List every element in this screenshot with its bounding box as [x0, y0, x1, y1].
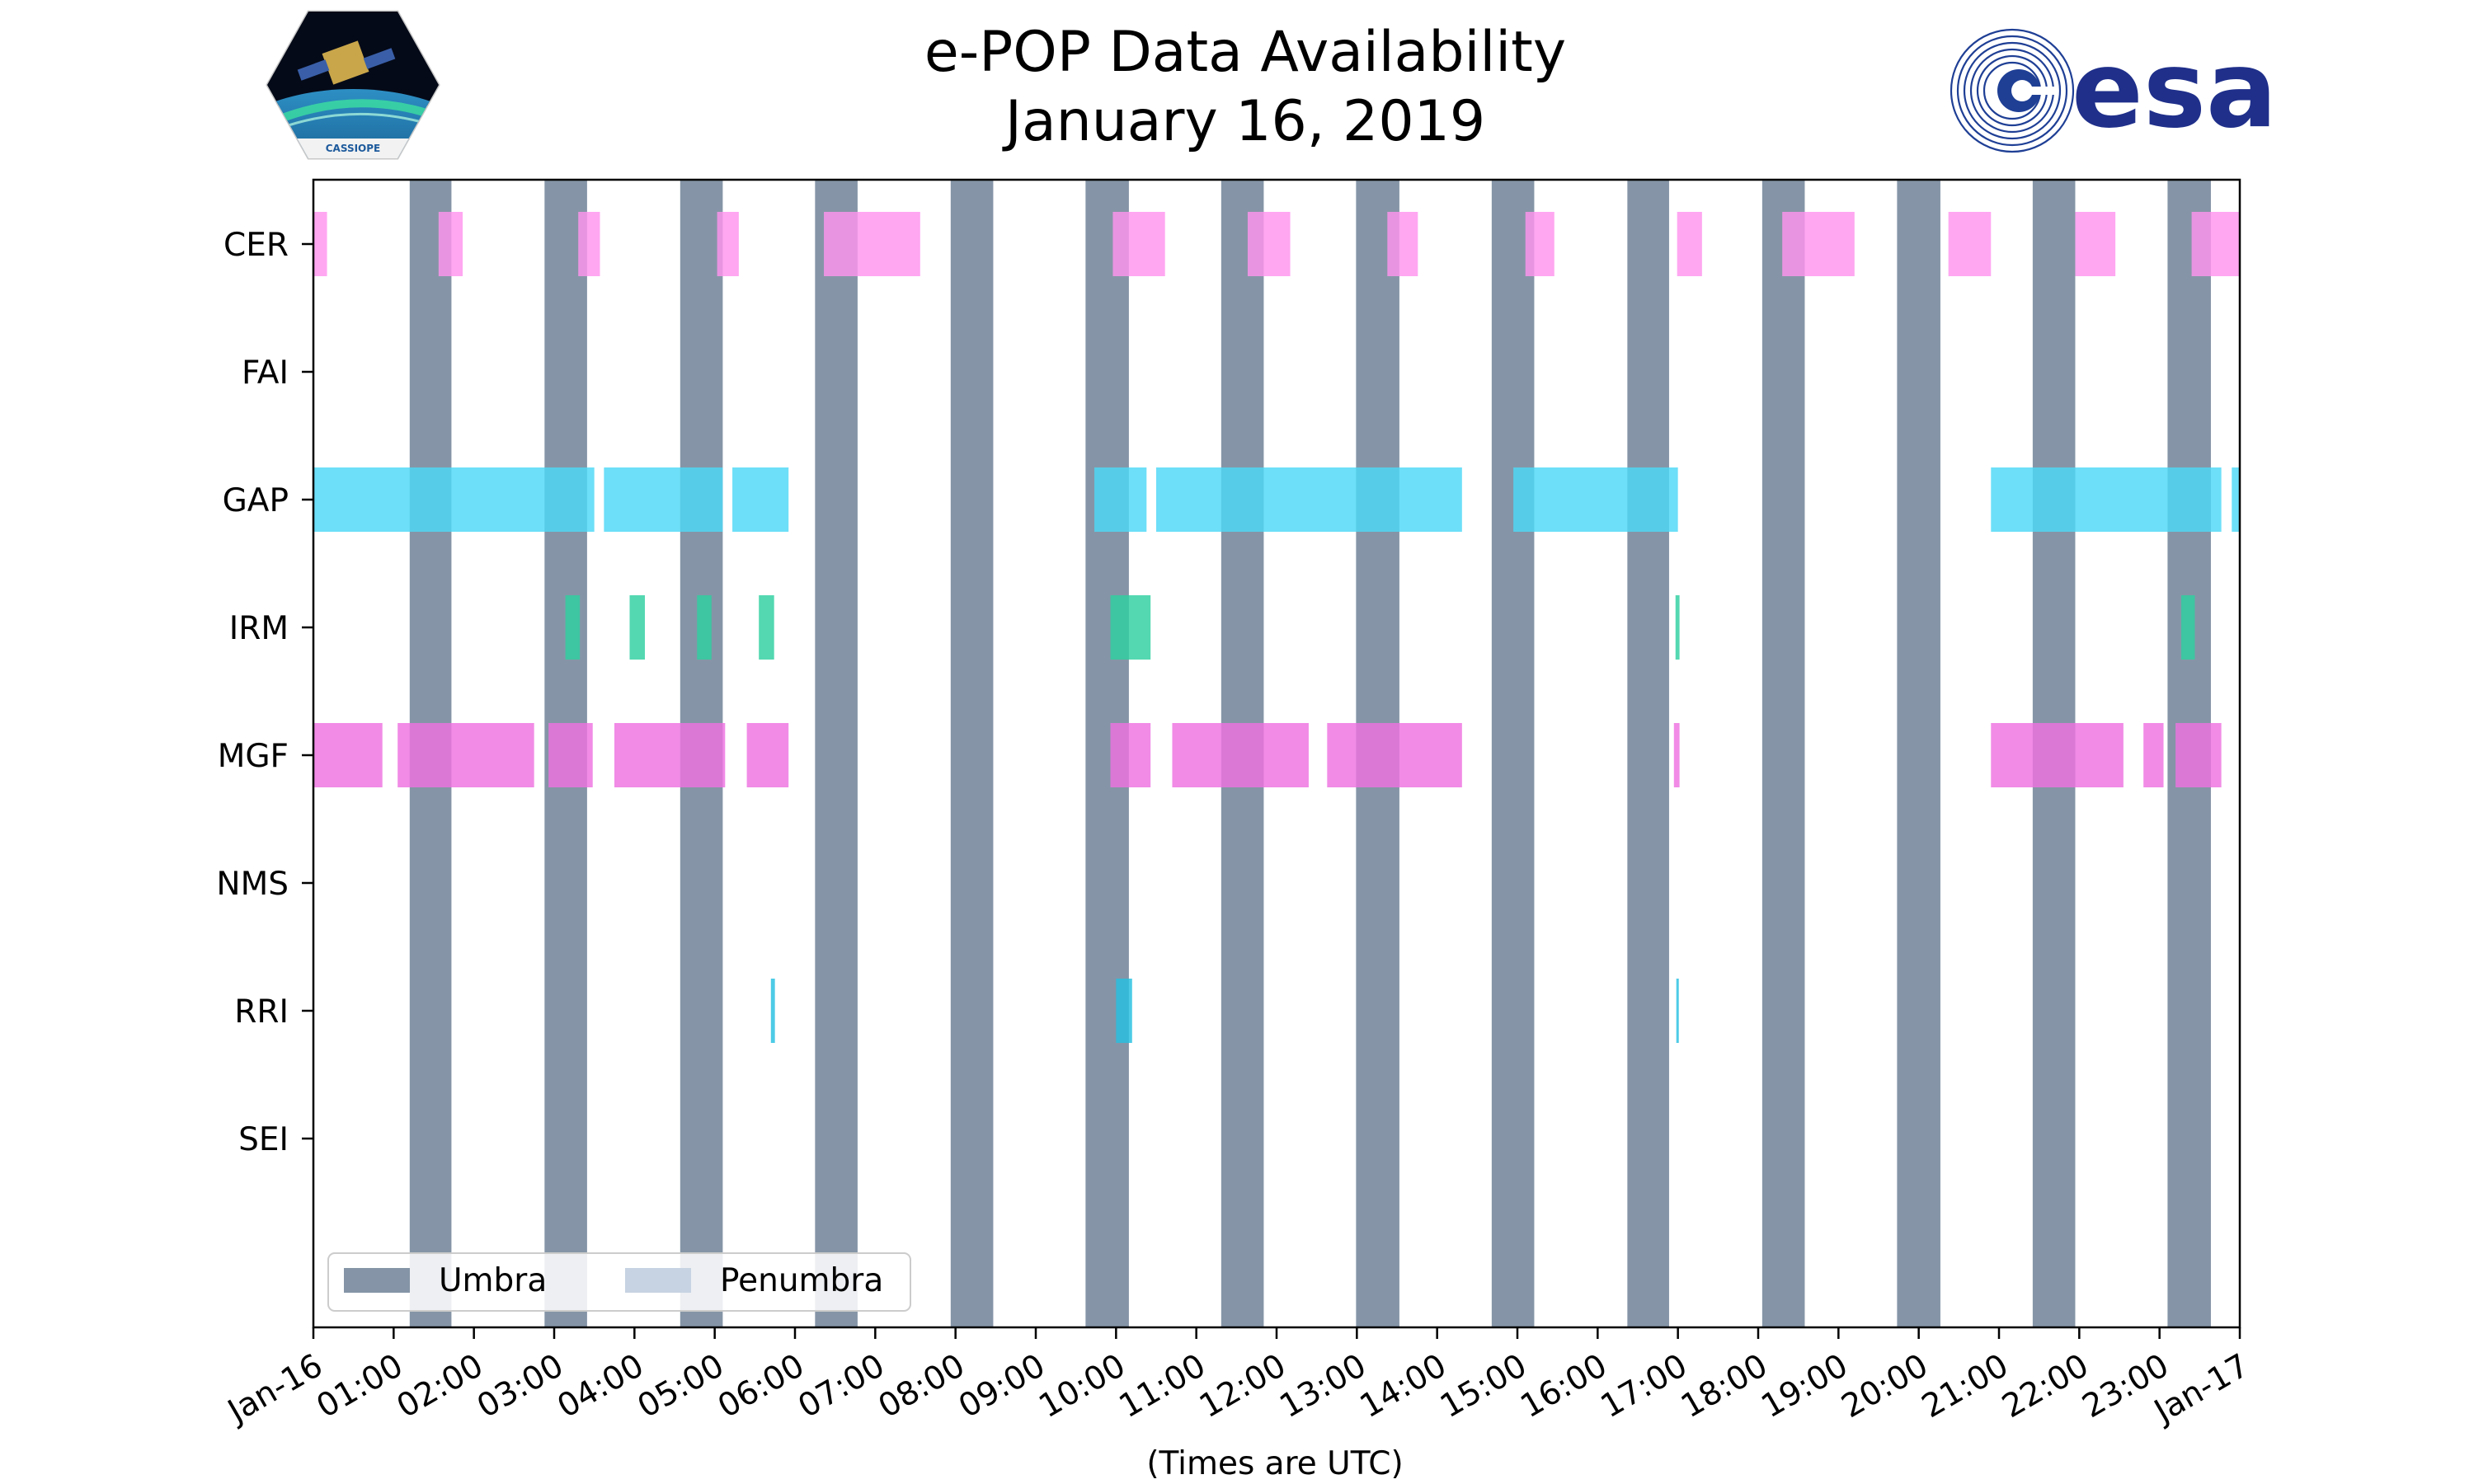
x-tick-label: 21:00 — [1916, 1347, 2015, 1425]
availability-bar-cer — [1948, 212, 1992, 276]
availability-bar-mgf — [614, 723, 726, 787]
x-tick-label: 01:00 — [310, 1347, 409, 1425]
availability-bar-mgf — [1991, 723, 2124, 787]
availability-bar-mgf — [397, 723, 534, 787]
x-tick-label: 08:00 — [872, 1347, 971, 1425]
x-tick-label: 17:00 — [1595, 1347, 1694, 1425]
umbra-band — [1897, 180, 1940, 1327]
x-tick-label: 06:00 — [712, 1347, 811, 1425]
availability-bar-cer — [717, 212, 739, 276]
x-tick-label: 13:00 — [1273, 1347, 1372, 1425]
availability-bar-gap — [1513, 467, 1678, 532]
availability-bar-cer — [578, 212, 600, 276]
availability-bar-irm — [2180, 595, 2195, 660]
x-tick-label: 15:00 — [1434, 1347, 1533, 1425]
availability-bar-mgf — [313, 723, 383, 787]
x-tick-label: Jan-16 — [220, 1347, 329, 1431]
y-tick-label: IRM — [229, 610, 289, 647]
umbra-band — [1491, 180, 1535, 1327]
availability-bar-mgf — [2143, 723, 2164, 787]
umbra-bands — [409, 180, 2211, 1327]
legend-box — [327, 1252, 911, 1312]
x-tick-label: 04:00 — [551, 1347, 650, 1425]
chart-title-line1: e-POP Data Availability — [924, 20, 1566, 85]
availability-bar-irm — [1110, 595, 1151, 660]
x-tick-label: 10:00 — [1032, 1347, 1131, 1425]
x-tick-label: 07:00 — [792, 1347, 891, 1425]
y-tick-label: SEI — [238, 1121, 289, 1158]
umbra-band — [1761, 180, 1805, 1327]
x-tick-label: 09:00 — [952, 1347, 1051, 1425]
esa-logo: esa — [1946, 21, 2301, 161]
y-tick-label: MGF — [218, 738, 289, 775]
x-axis: Jan-1601:0002:0003:0004:0005:0006:0007:0… — [220, 1327, 2255, 1431]
availability-bar-irm — [565, 595, 581, 660]
availability-bar-mgf — [1110, 723, 1151, 787]
availability-bar-mgf — [1172, 723, 1309, 787]
x-tick-label: 22:00 — [1996, 1347, 2095, 1425]
umbra-band — [1627, 180, 1669, 1327]
availability-bar-rri — [1116, 979, 1132, 1043]
availability-bar-irm — [629, 595, 645, 660]
umbra-band — [815, 180, 858, 1327]
availability-bar-gap — [313, 467, 595, 532]
y-tick-label: RRI — [234, 993, 289, 1031]
availability-bar-cer — [1112, 212, 1165, 276]
x-tick-label: 20:00 — [1836, 1347, 1935, 1425]
availability-bar-cer — [1247, 212, 1291, 276]
y-axis: CER FAI GAP IRM MGF NMS RRI SEI — [216, 227, 313, 1158]
legend-penumbra-label: Penumbra — [720, 1262, 883, 1299]
cassiope-logo-text: CASSIOPE — [326, 143, 381, 154]
x-tick-label: 12:00 — [1193, 1347, 1292, 1425]
legend: Umbra Penumbra — [327, 1252, 911, 1312]
x-tick-label: 05:00 — [632, 1347, 731, 1425]
availability-bar-mgf — [2175, 723, 2222, 787]
availability-bar-mgf — [746, 723, 789, 787]
availability-bar-cer — [1782, 212, 1855, 276]
availability-bar-gap — [1991, 467, 2222, 532]
availability-bar-gap — [1094, 467, 1147, 532]
cassiope-mission-logo: CASSIOPE — [262, 7, 444, 163]
x-tick-label: 11:00 — [1113, 1347, 1212, 1425]
availability-bar-cer — [313, 212, 327, 276]
availability-bar-gap — [1156, 467, 1462, 532]
legend-umbra-swatch — [344, 1268, 410, 1293]
availability-bar-irm — [1675, 595, 1680, 660]
x-tick-label: 02:00 — [391, 1347, 490, 1425]
legend-penumbra-swatch — [625, 1268, 691, 1293]
availability-bar-mgf — [548, 723, 593, 787]
availability-bar-cer — [824, 212, 920, 276]
y-tick-label: NMS — [216, 866, 289, 903]
availability-bar-mgf — [1673, 723, 1680, 787]
legend-umbra-label: Umbra — [439, 1262, 547, 1299]
availability-bar-irm — [697, 595, 712, 660]
chart-title-line2: January 16, 2019 — [1002, 89, 1485, 154]
x-axis-label: (Times are UTC) — [1146, 1445, 1403, 1482]
availability-bar-cer — [1677, 212, 1702, 276]
x-tick-label: 18:00 — [1675, 1347, 1774, 1425]
y-tick-label: GAP — [223, 482, 289, 519]
availability-bar-cer — [2075, 212, 2116, 276]
availability-bar-cer — [1525, 212, 1554, 276]
availability-bar-gap — [604, 467, 723, 532]
availability-bar-irm — [759, 595, 774, 660]
availability-bars — [313, 212, 2240, 1043]
availability-bar-mgf — [1327, 723, 1462, 787]
availability-bar-gap — [732, 467, 789, 532]
availability-bar-rri — [770, 979, 775, 1043]
x-tick-label: 14:00 — [1354, 1347, 1453, 1425]
x-tick-label: 19:00 — [1755, 1347, 1854, 1425]
x-tick-label: 03:00 — [471, 1347, 570, 1425]
availability-bar-cer — [2191, 212, 2240, 276]
x-tick-label: 16:00 — [1514, 1347, 1613, 1425]
y-tick-label: CER — [223, 227, 289, 264]
esa-logo-text: esa — [2072, 29, 2277, 152]
availability-bar-gap — [2232, 467, 2240, 532]
availability-bar-cer — [1387, 212, 1418, 276]
y-tick-label: FAI — [242, 355, 289, 392]
availability-bar-rri — [1676, 979, 1679, 1043]
availability-bar-cer — [438, 212, 463, 276]
umbra-band — [950, 180, 994, 1327]
